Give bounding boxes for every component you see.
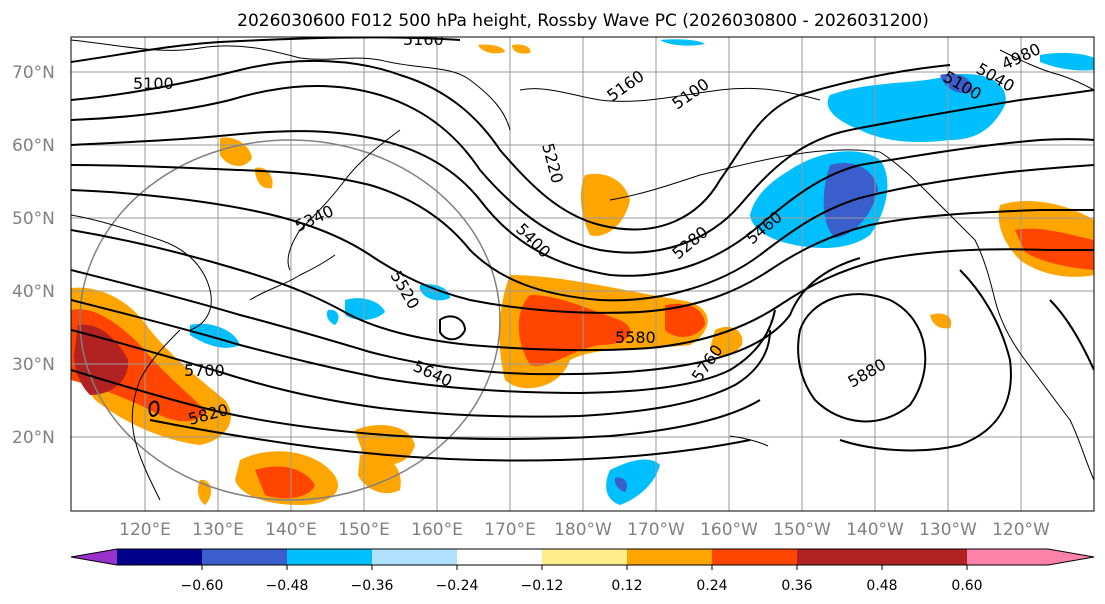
lon-label: 140°E	[265, 520, 317, 540]
lon-label: 130°E	[192, 520, 244, 540]
colorbar-segment	[372, 549, 457, 565]
lat-label: 20°N	[12, 428, 55, 448]
colorbar-ticks	[201, 565, 968, 570]
colorbar-tick-label: 0.48	[866, 578, 897, 594]
lon-label: 170°W	[627, 520, 685, 540]
colorbar-segment	[882, 549, 967, 565]
colorbar-tick-label: 0.12	[611, 578, 642, 594]
colorbar-segment	[287, 549, 372, 565]
lon-label: 150°E	[338, 520, 390, 540]
colorbar-segment	[202, 549, 287, 565]
lon-label: 160°W	[700, 520, 758, 540]
lon-label: 160°E	[411, 520, 463, 540]
map-area: 5100 5160 5100 5160 5100 5040 4980 5220 …	[71, 30, 1094, 511]
colorbar-tick-label: −0.60	[181, 578, 224, 594]
colorbar-segment	[457, 549, 542, 565]
colorbar-tick-label: 0.60	[951, 578, 982, 594]
lat-label: 30°N	[12, 355, 55, 375]
colorbar-tick-label: −0.36	[351, 578, 394, 594]
lat-label: 50°N	[12, 209, 55, 229]
analysis-circle	[79, 139, 501, 501]
lat-label: 60°N	[12, 136, 55, 156]
colorbar-tick-label: 0.24	[696, 578, 727, 594]
lon-label: 120°W	[992, 520, 1050, 540]
figure-title: 2026030600 F012 500 hPa height, Rossby W…	[237, 11, 929, 31]
colorbar-outline	[70, 548, 1095, 566]
latitude-labels: 70°N 60°N 50°N 40°N 30°N 20°N	[12, 63, 55, 448]
colorbar-segment	[542, 549, 627, 565]
longitude-labels: 120°E 130°E 140°E 150°E 160°E 170°E 180°…	[119, 520, 1050, 540]
contour-label: 5100	[133, 74, 174, 93]
coastlines	[71, 39, 1094, 501]
map-frame	[70, 36, 1095, 512]
colorbar-tick-label: −0.12	[521, 578, 564, 594]
lon-label: 140°W	[846, 520, 904, 540]
colorbar-segment	[797, 549, 882, 565]
lon-label: 120°E	[119, 520, 171, 540]
lat-label: 70°N	[12, 63, 55, 83]
colorbar-tick-label: −0.24	[436, 578, 479, 594]
height-contours	[71, 37, 1094, 462]
contour-label: 5580	[615, 328, 656, 347]
colorbar-min-extend	[71, 549, 117, 565]
colorbar-tick-label: −0.48	[266, 578, 309, 594]
colorbar: −0.60 −0.48 −0.36 −0.24 −0.12 0.12 0.24 …	[70, 548, 1095, 594]
colorbar-segment	[627, 549, 712, 565]
colorbar-tick-label: 0.36	[781, 578, 812, 594]
lon-label: 150°W	[773, 520, 831, 540]
contour-label: 5160	[403, 30, 444, 49]
colorbar-segment	[117, 549, 202, 565]
colorbar-segment	[712, 549, 797, 565]
contour-label: 5700	[184, 361, 225, 380]
lon-label: 170°E	[484, 520, 536, 540]
lon-label: 130°W	[919, 520, 977, 540]
lat-label: 40°N	[12, 282, 55, 302]
lon-label: 180°W	[554, 520, 612, 540]
